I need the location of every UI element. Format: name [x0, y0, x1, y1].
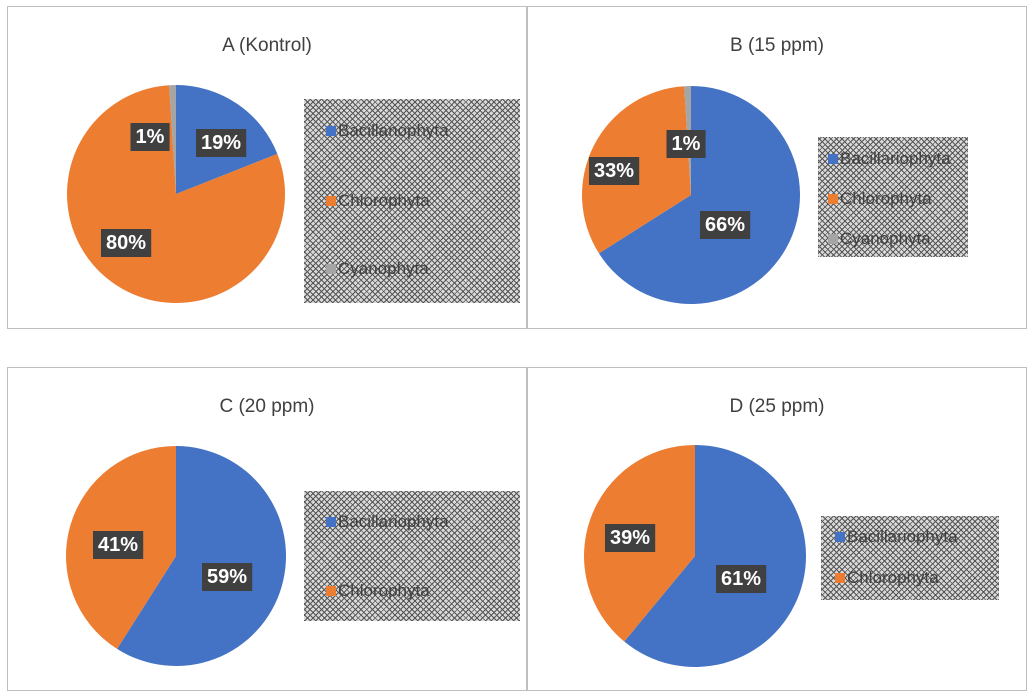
chart-panel-c: C (20 ppm) 59% 41% Bacillariophyta Chloro…	[7, 367, 527, 691]
data-label-text: 19%	[201, 132, 241, 154]
data-label-background	[716, 565, 767, 593]
data-label-bacillariophyta: 19%	[196, 129, 247, 157]
legend-item-cyanophyta: Cyanophyta	[326, 259, 429, 279]
legend-item-chlorophyta: Chlorophyta	[835, 568, 939, 588]
pie-chart-d: 61% 39%	[584, 445, 807, 667]
chart-title: D (25 ppm)	[729, 396, 825, 417]
legend-label: Chlorophyta	[847, 568, 939, 587]
legend-item-chlorophyta: Chlorophyta	[828, 189, 932, 209]
chart-title: B (15 ppm)	[730, 35, 824, 56]
legend-swatch-chlorophyta	[326, 196, 336, 206]
chart-panel-d: D (25 ppm) 61% 39% Bacillariophyta Chloro…	[527, 367, 1027, 691]
data-label-text: 1%	[136, 126, 165, 148]
legend-swatch-bacillariophyta	[835, 532, 845, 542]
data-label-chlorophyta: 41%	[93, 531, 144, 559]
legend-label: Bacillariophyta	[847, 527, 958, 546]
data-label-background	[605, 524, 656, 552]
legend-item-bacillariophyta: Bacillariophyta	[835, 527, 958, 547]
legend-label: Cyanophyta	[338, 259, 429, 278]
data-label-background	[130, 123, 170, 151]
legend-item-bacillariophyta: Bacillariophyta	[828, 149, 951, 169]
data-label-text: 39%	[610, 527, 650, 549]
data-label-background	[666, 130, 706, 158]
data-label-background	[589, 157, 640, 185]
legend-swatch-chlorophyta	[828, 194, 838, 204]
legend-item-chlorophyta: Chlorophyta	[326, 191, 430, 211]
data-label-background	[93, 531, 144, 559]
legend-swatch-chlorophyta	[835, 573, 845, 583]
data-label-chlorophyta: 39%	[605, 524, 656, 552]
data-label-text: 66%	[705, 214, 745, 236]
legend-item-bacillariophyta: Bacillariophyta	[326, 512, 449, 532]
legend-swatch-cyanophyta	[326, 264, 336, 274]
chart-title: A (Kontrol)	[222, 35, 312, 56]
pie-chart-c: 59% 41%	[65, 446, 286, 666]
data-label-chlorophyta: 33%	[589, 157, 640, 185]
data-label-background	[196, 129, 247, 157]
chart-panel-a: A (Kontrol) 19% 80% 1% Bacillanophyta Chlo…	[7, 6, 527, 329]
pie-slice-bacillariophyta	[117, 446, 286, 666]
legend-label: Cyanophyta	[840, 229, 931, 248]
data-label-text: 80%	[106, 232, 146, 254]
data-label-cyanophyta: 1%	[666, 130, 706, 158]
legend: Bacillariophyta Chlorophyta Cyanophyta	[818, 137, 968, 257]
pie-slice-bacillariophyta	[624, 445, 807, 667]
legend-swatch-bacillariophyta	[326, 517, 336, 527]
legend-swatch-bacillariophyta	[326, 126, 336, 136]
chart-panel-b: B (15 ppm) 66% 33% 1% Bacillariophyta Chlo…	[527, 6, 1027, 329]
data-label-bacillariophyta: 66%	[700, 211, 751, 239]
legend-swatch-bacillariophyta	[828, 154, 838, 164]
legend-swatch-chlorophyta	[326, 586, 336, 596]
data-label-chlorophyta: 80%	[101, 229, 152, 257]
data-label-text: 33%	[594, 160, 634, 182]
data-label-cyanophyta: 1%	[130, 123, 170, 151]
pie-slice-bacillariophyta	[598, 86, 800, 304]
data-label-background	[202, 563, 253, 591]
data-label-text: 61%	[721, 568, 761, 590]
legend-label: Bacillariophyta	[338, 512, 449, 531]
legend-item-bacillariophyta: Bacillanophyta	[326, 121, 449, 141]
legend-label: Bacillanophyta	[338, 121, 449, 140]
legend: Bacillariophyta Chlorophyta	[821, 516, 999, 600]
data-label-background	[101, 229, 152, 257]
data-label-text: 41%	[98, 534, 138, 556]
pie-chart-b: 66% 33% 1%	[582, 86, 800, 304]
data-label-bacillariophyta: 61%	[716, 565, 767, 593]
data-label-text: 59%	[207, 566, 247, 588]
pie-chart-a: 19% 80% 1%	[67, 85, 286, 304]
data-label-background	[700, 211, 751, 239]
legend-swatch-cyanophyta	[828, 234, 838, 244]
legend: Bacillanophyta Chlorophyta Cyanophyta	[304, 99, 520, 303]
legend-item-chlorophyta: Chlorophyta	[326, 581, 430, 601]
legend-label: Bacillariophyta	[840, 149, 951, 168]
data-label-bacillariophyta: 59%	[202, 563, 253, 591]
legend-item-cyanophyta: Cyanophyta	[828, 229, 931, 249]
legend-label: Chlorophyta	[338, 581, 430, 600]
chart-title: C (20 ppm)	[219, 396, 315, 417]
legend: Bacillariophyta Chlorophyta	[304, 491, 520, 621]
data-label-text: 1%	[672, 133, 701, 155]
legend-label: Chlorophyta	[338, 191, 430, 210]
legend-label: Chlorophyta	[840, 189, 932, 208]
pie-slice-cyanophyta	[169, 85, 176, 194]
